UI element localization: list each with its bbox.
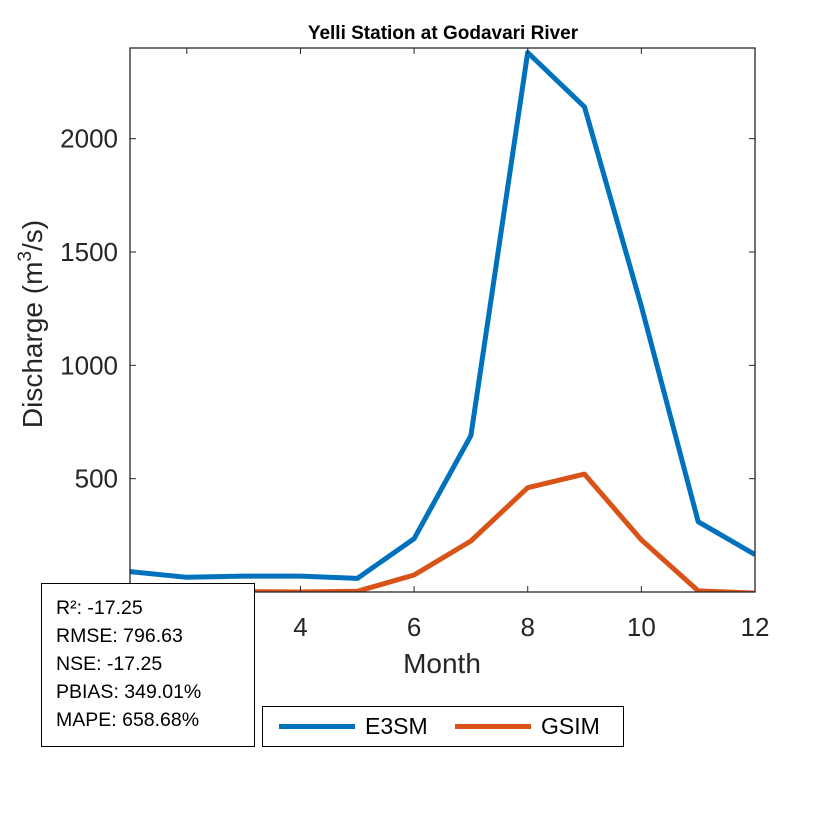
x-axis-label: Month — [403, 648, 481, 679]
r2-metric: R²: -17.25 — [56, 597, 143, 619]
nse-metric: NSE: -17.25 — [56, 653, 163, 675]
y-tick-label: 1000 — [60, 350, 118, 380]
legend: E3SM GSIM — [262, 706, 624, 747]
legend-item-e3sm: E3SM — [279, 707, 428, 745]
legend-item-gsim: GSIM — [455, 707, 600, 745]
x-tick-label: 8 — [520, 612, 534, 642]
metrics-box: R²: -17.25 RMSE: 796.63 NSE: -17.25 PBIA… — [41, 583, 255, 747]
legend-label-gsim: GSIM — [541, 712, 600, 739]
y-axis-label: Discharge (m3/s) — [15, 220, 48, 428]
x-tick-label: 4 — [293, 612, 307, 642]
y-tick-label: 2000 — [60, 124, 118, 154]
y-axis-label-superscript: 3 — [15, 251, 36, 262]
y-tick-label: 1500 — [60, 237, 118, 267]
chart-title: Yelli Station at Godavari River — [308, 23, 579, 44]
legend-swatch-e3sm — [279, 723, 355, 729]
x-tick-label: 12 — [741, 612, 770, 642]
pbias-metric: PBIAS: 349.01% — [56, 681, 202, 703]
x-tick-label: 6 — [407, 612, 421, 642]
legend-label-e3sm: E3SM — [365, 712, 428, 739]
series-line-e3sm — [130, 50, 755, 581]
plot-area-frame — [129, 47, 756, 593]
x-tick-label: 10 — [627, 612, 656, 642]
legend-swatch-gsim — [455, 723, 531, 729]
y-tick-label: 500 — [75, 464, 118, 494]
mape-metric: MAPE: 658.68% — [56, 709, 200, 731]
rmse-metric: RMSE: 796.63 — [56, 625, 183, 647]
